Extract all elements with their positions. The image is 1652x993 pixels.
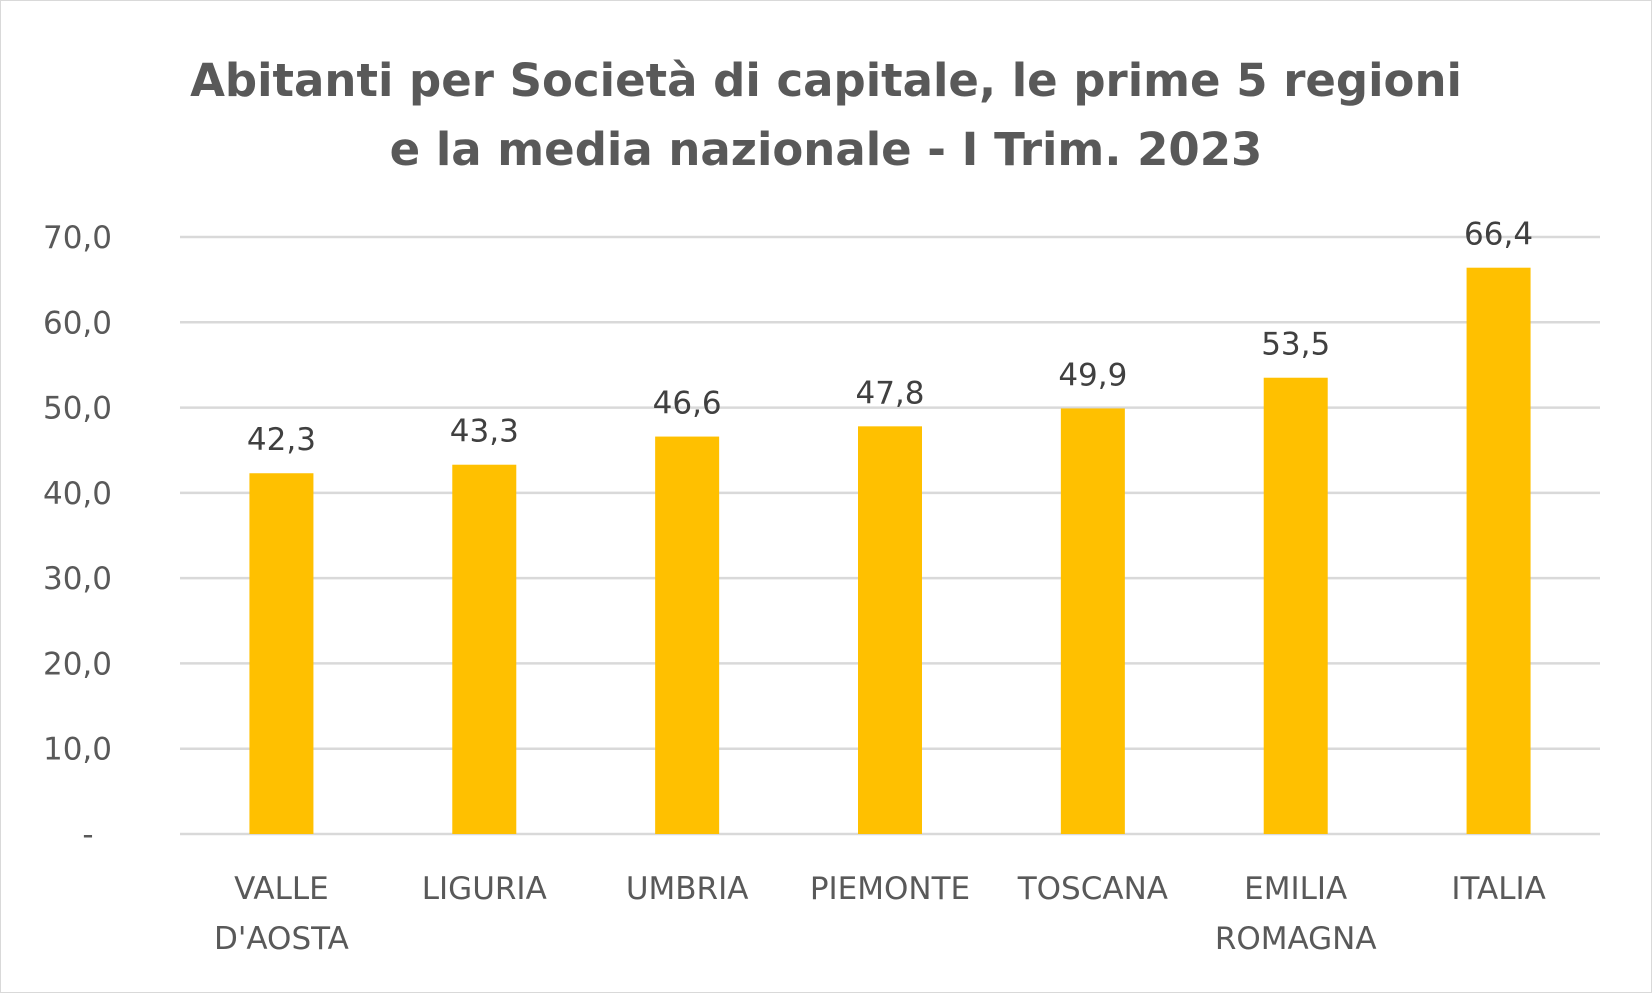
x-tick-label: EMILIA [1244,871,1347,907]
bar [1263,377,1328,834]
y-tick-label: 10,0 [43,732,112,768]
data-label: 47,8 [855,375,924,411]
bar [452,464,517,834]
x-tick-label: ITALIA [1451,871,1546,907]
data-label: 49,9 [1058,357,1127,393]
x-tick-label: VALLE [234,871,329,907]
bar [655,436,720,834]
y-tick-label: 20,0 [43,646,112,682]
data-labels: 42,3 43,3 46,6 47,8 49,9 53,5 66,4 [247,217,1533,459]
chart-title-line-1: Abitanti per Società di capitale, le pri… [190,54,1462,107]
bars [249,267,1531,834]
y-tick-label: 30,0 [43,561,112,597]
y-tick-label: 40,0 [43,476,112,512]
data-label: 43,3 [450,414,519,450]
data-label: 46,6 [653,386,722,422]
bar [249,473,314,834]
x-tick-label: D'AOSTA [214,921,349,957]
x-tick-label: TOSCANA [1017,871,1168,907]
x-tick-label: ROMAGNA [1215,921,1377,957]
x-tick-label: UMBRIA [626,871,749,907]
data-label: 53,5 [1261,327,1330,363]
data-label: 42,3 [247,422,316,458]
y-tick-label: 50,0 [43,391,112,427]
bar [1466,267,1531,834]
chart-title: Abitanti per Società di capitale, le pri… [0,46,1652,184]
y-tick-label: - [82,817,93,853]
x-tick-label: PIEMONTE [810,871,970,907]
y-tick-label: 70,0 [43,220,112,256]
x-tick-label: LIGURIA [422,871,547,907]
y-tick-label: 60,0 [43,305,112,341]
y-axis-ticks: - 10,0 20,0 30,0 40,0 50,0 60,0 70,0 [43,220,112,853]
bar [1060,408,1125,834]
bar [858,426,922,834]
data-label: 66,4 [1464,217,1533,253]
x-axis-ticks: VALLE D'AOSTA LIGURIA UMBRIA PIEMONTE TOSCANA… [214,871,1546,957]
chart-title-line-2: e la media nazionale - I Trim. 2023 [389,123,1263,176]
